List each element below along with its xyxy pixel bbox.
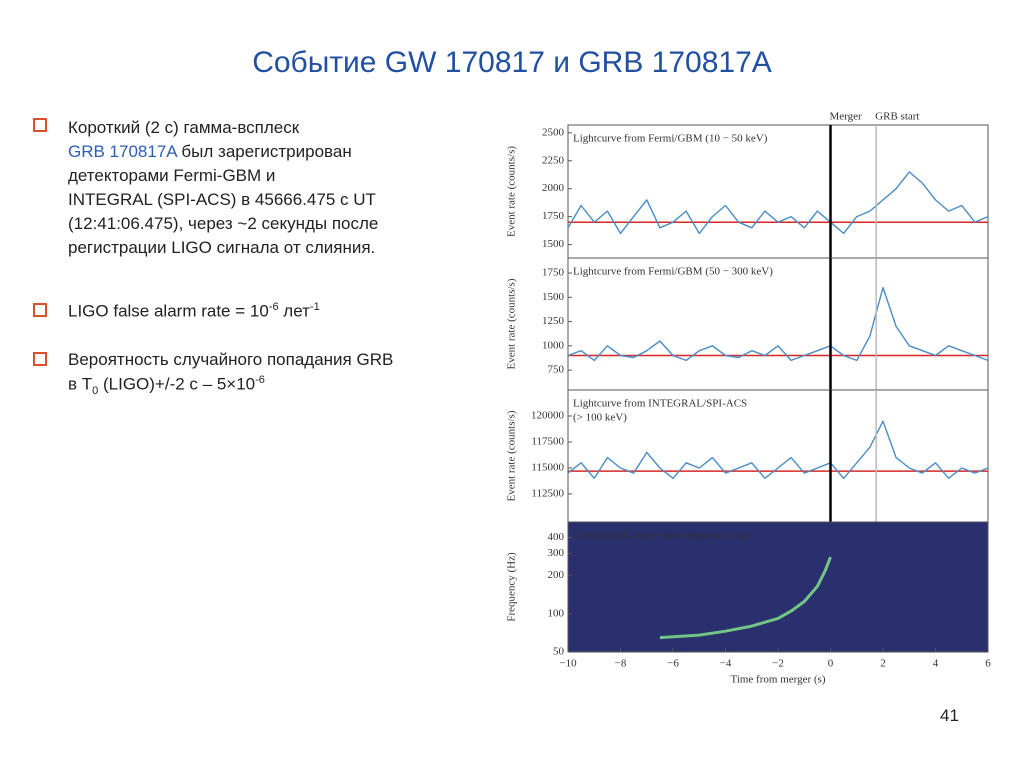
panel-frame (567, 257, 989, 391)
bullet-marker (33, 352, 47, 366)
y-tick-label: 100 (548, 607, 565, 619)
panel-title: Lightcurve from Fermi/GBM (10 − 50 keV) (573, 133, 768, 145)
y-axis-label: Event rate (counts/s) (506, 146, 518, 237)
y-tick-label: 1750 (542, 267, 565, 279)
bullet-text: (12:41:06.475), через ~2 секунды после (68, 214, 379, 233)
bullet-text: Вероятность случайного попадания GRB (68, 350, 394, 369)
y-tick-label: 1500 (542, 238, 565, 250)
x-tick-label: 4 (933, 658, 939, 670)
text-run: (LIGO)+/-2 с – 5×10 (98, 374, 256, 394)
x-tick-label: −8 (615, 658, 627, 670)
bullet-text: регистрации LIGO сигнала от слияния. (68, 238, 376, 257)
y-tick-label: 115000 (531, 461, 564, 473)
y-tick-label: 2000 (542, 182, 565, 194)
x-tick-label: −6 (667, 658, 679, 670)
x-tick-label: 6 (985, 658, 991, 670)
superscript: -6 (255, 374, 265, 386)
map-background (568, 522, 988, 652)
bullet-text: в T0 (LIGO)+/-2 с – 5×10-6 (68, 374, 265, 397)
event-label: Merger (830, 111, 863, 123)
lightcurve (567, 420, 989, 479)
text-run: в T (68, 374, 93, 394)
y-tick-label: 2250 (542, 154, 565, 166)
text-run: лет (278, 301, 310, 321)
panel-title: Gravitational-wave time-frequency map (573, 530, 750, 542)
subscript: 0 (92, 385, 99, 398)
panel-subtitle: (> 100 keV) (573, 412, 627, 424)
x-tick-label: −4 (720, 658, 732, 670)
panel-frame (567, 389, 989, 523)
y-tick-label: 120000 (531, 410, 565, 422)
chirp-track (659, 556, 832, 640)
x-axis-label: Time from merger (s) (730, 674, 825, 686)
event-label: GRB start (875, 111, 919, 123)
superscript: -6 (268, 301, 279, 313)
bullet-text: INTEGRAL (SPI-ACS) в 45666.475 с UT (68, 190, 376, 209)
bullet-marker (33, 118, 47, 132)
y-axis-label: Event rate (counts/s) (506, 410, 518, 501)
lightcurve (567, 286, 989, 362)
panel-title: Lightcurve from Fermi/GBM (50 − 300 keV) (573, 266, 773, 278)
lightcurve (567, 171, 989, 235)
panel-title: Lightcurve from INTEGRAL/SPI-ACS (573, 398, 747, 410)
y-tick-label: 400 (548, 531, 565, 543)
superscript: -1 (309, 301, 320, 313)
panel-frame (567, 124, 989, 259)
bullet-text: детекторами Fermi-GBM и (68, 166, 276, 185)
y-axis-label: Event rate (counts/s) (506, 278, 518, 369)
x-tick-label: −10 (559, 658, 577, 670)
bullet-text: GRB 170817A был зарегистрирован (68, 142, 352, 162)
y-tick-label: 50 (553, 646, 565, 658)
y-tick-label: 2500 (542, 126, 565, 138)
slide-title: Событие GW 170817 и GRB 170817A (252, 46, 772, 79)
bullet-marker (33, 303, 47, 317)
y-tick-label: 300 (548, 547, 565, 559)
y-axis-label: Frequency (Hz) (506, 552, 518, 622)
y-tick-label: 750 (548, 364, 565, 376)
y-tick-label: 112500 (531, 487, 564, 499)
x-tick-label: 0 (828, 658, 834, 670)
y-tick-label: 1500 (542, 291, 565, 303)
text-run: был зарегистрирован (176, 142, 352, 161)
page-number: 41 (940, 706, 959, 725)
bullet-text: LIGO false alarm rate = 10-6 лет-1 (68, 301, 320, 322)
link-text: GRB 170817A (68, 142, 177, 161)
text-run: LIGO false alarm rate = 10 (68, 301, 269, 321)
x-tick-label: 2 (880, 658, 886, 670)
y-tick-label: 200 (548, 569, 565, 581)
y-tick-label: 1000 (542, 339, 565, 351)
y-tick-label: 1250 (542, 315, 565, 327)
y-tick-label: 117500 (531, 435, 564, 447)
bullet-text: Короткий (2 с) гамма-всплеск (68, 118, 300, 137)
x-tick-label: −2 (772, 658, 784, 670)
y-tick-label: 1750 (542, 210, 565, 222)
